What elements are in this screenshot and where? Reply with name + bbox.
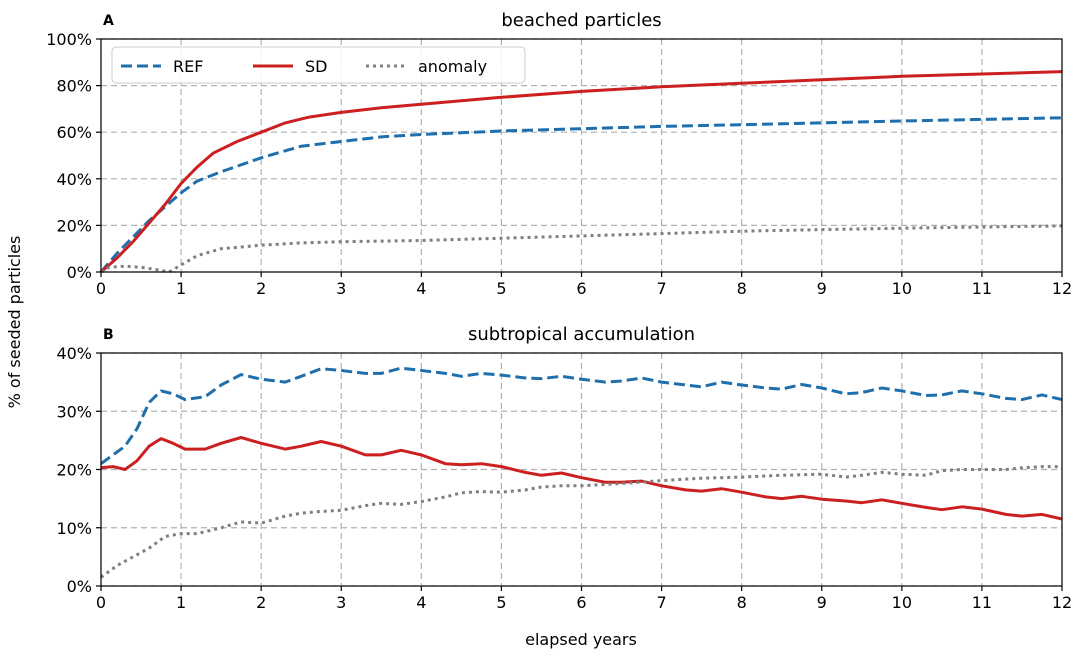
- series-line-ref: [99, 116, 1063, 273]
- x-tick-label: 0: [96, 279, 106, 298]
- legend-label-sd: SD: [305, 57, 327, 76]
- y-tick-label: 20%: [56, 461, 92, 480]
- x-tick-label: 1: [176, 593, 186, 612]
- series-line-anomaly: [100, 465, 1062, 579]
- x-tick-label: 5: [496, 279, 506, 298]
- legend: REF SD anomaly: [111, 46, 526, 84]
- x-tick-label: 11: [972, 279, 992, 298]
- y-tick-label: 10%: [56, 519, 92, 538]
- x-tick-label: 12: [1052, 593, 1072, 612]
- y-tick-label: 40%: [56, 170, 92, 189]
- x-tick-label: 1: [176, 279, 186, 298]
- y-tick-label: 30%: [56, 402, 92, 421]
- x-tick-label: 4: [416, 593, 426, 612]
- legend-label-anomaly: anomaly: [418, 57, 487, 76]
- series-line-anomaly: [100, 224, 1063, 274]
- y-tick-label: 40%: [56, 344, 92, 363]
- x-tick-label: 10: [892, 593, 912, 612]
- y-tick-label: 100%: [46, 30, 92, 49]
- y-tick-label: 60%: [56, 123, 92, 142]
- x-tick-label: 7: [656, 593, 666, 612]
- y-tick-label: 20%: [56, 216, 92, 235]
- panel-title: subtropical accumulation: [468, 324, 695, 345]
- x-tick-label: 12: [1052, 279, 1072, 298]
- x-tick-label: 3: [336, 279, 346, 298]
- series-line-sd: [100, 70, 1063, 274]
- panel-title: beached particles: [501, 10, 661, 31]
- x-tick-label: 7: [656, 279, 666, 298]
- legend-label-ref: REF: [173, 57, 203, 76]
- y-tick-label: 0%: [67, 263, 92, 282]
- x-tick-label: 6: [576, 593, 586, 612]
- x-tick-label: 2: [256, 593, 266, 612]
- panel-a: 0 1 2 3 4 5 6 7 8 9 10 11 120%20%40%60%80%100%beache…: [46, 10, 1072, 298]
- y-axis-label: % of seeded particles: [5, 236, 24, 409]
- x-tick-label: 10: [892, 279, 912, 298]
- x-tick-label: 0: [96, 593, 106, 612]
- y-tick-label: 0%: [67, 577, 92, 596]
- x-tick-label: 6: [576, 279, 586, 298]
- series-line-ref: [100, 366, 1063, 465]
- plot-frame: [100, 38, 1063, 273]
- y-tick-label: 80%: [56, 77, 92, 96]
- panel-label: B: [103, 327, 114, 343]
- panel-b: 0 1 2 3 4 5 6 7 8 9 10 11 120%10%20%30%40%subtropica…: [56, 324, 1072, 612]
- x-tick-label: 9: [817, 593, 827, 612]
- x-tick-label: 8: [737, 279, 747, 298]
- x-tick-label: 8: [737, 593, 747, 612]
- x-tick-label: 4: [416, 279, 426, 298]
- x-tick-label: 5: [496, 593, 506, 612]
- legend-box: [111, 46, 526, 84]
- x-tick-label: 3: [336, 593, 346, 612]
- panel-label: A: [103, 13, 114, 29]
- x-tick-label: 2: [256, 279, 266, 298]
- x-tick-label: 9: [817, 279, 827, 298]
- x-axis-label: elapsed years: [525, 630, 637, 649]
- x-tick-label: 11: [972, 593, 992, 612]
- series-line-sd: [100, 436, 1063, 521]
- plot-frame: [100, 352, 1063, 587]
